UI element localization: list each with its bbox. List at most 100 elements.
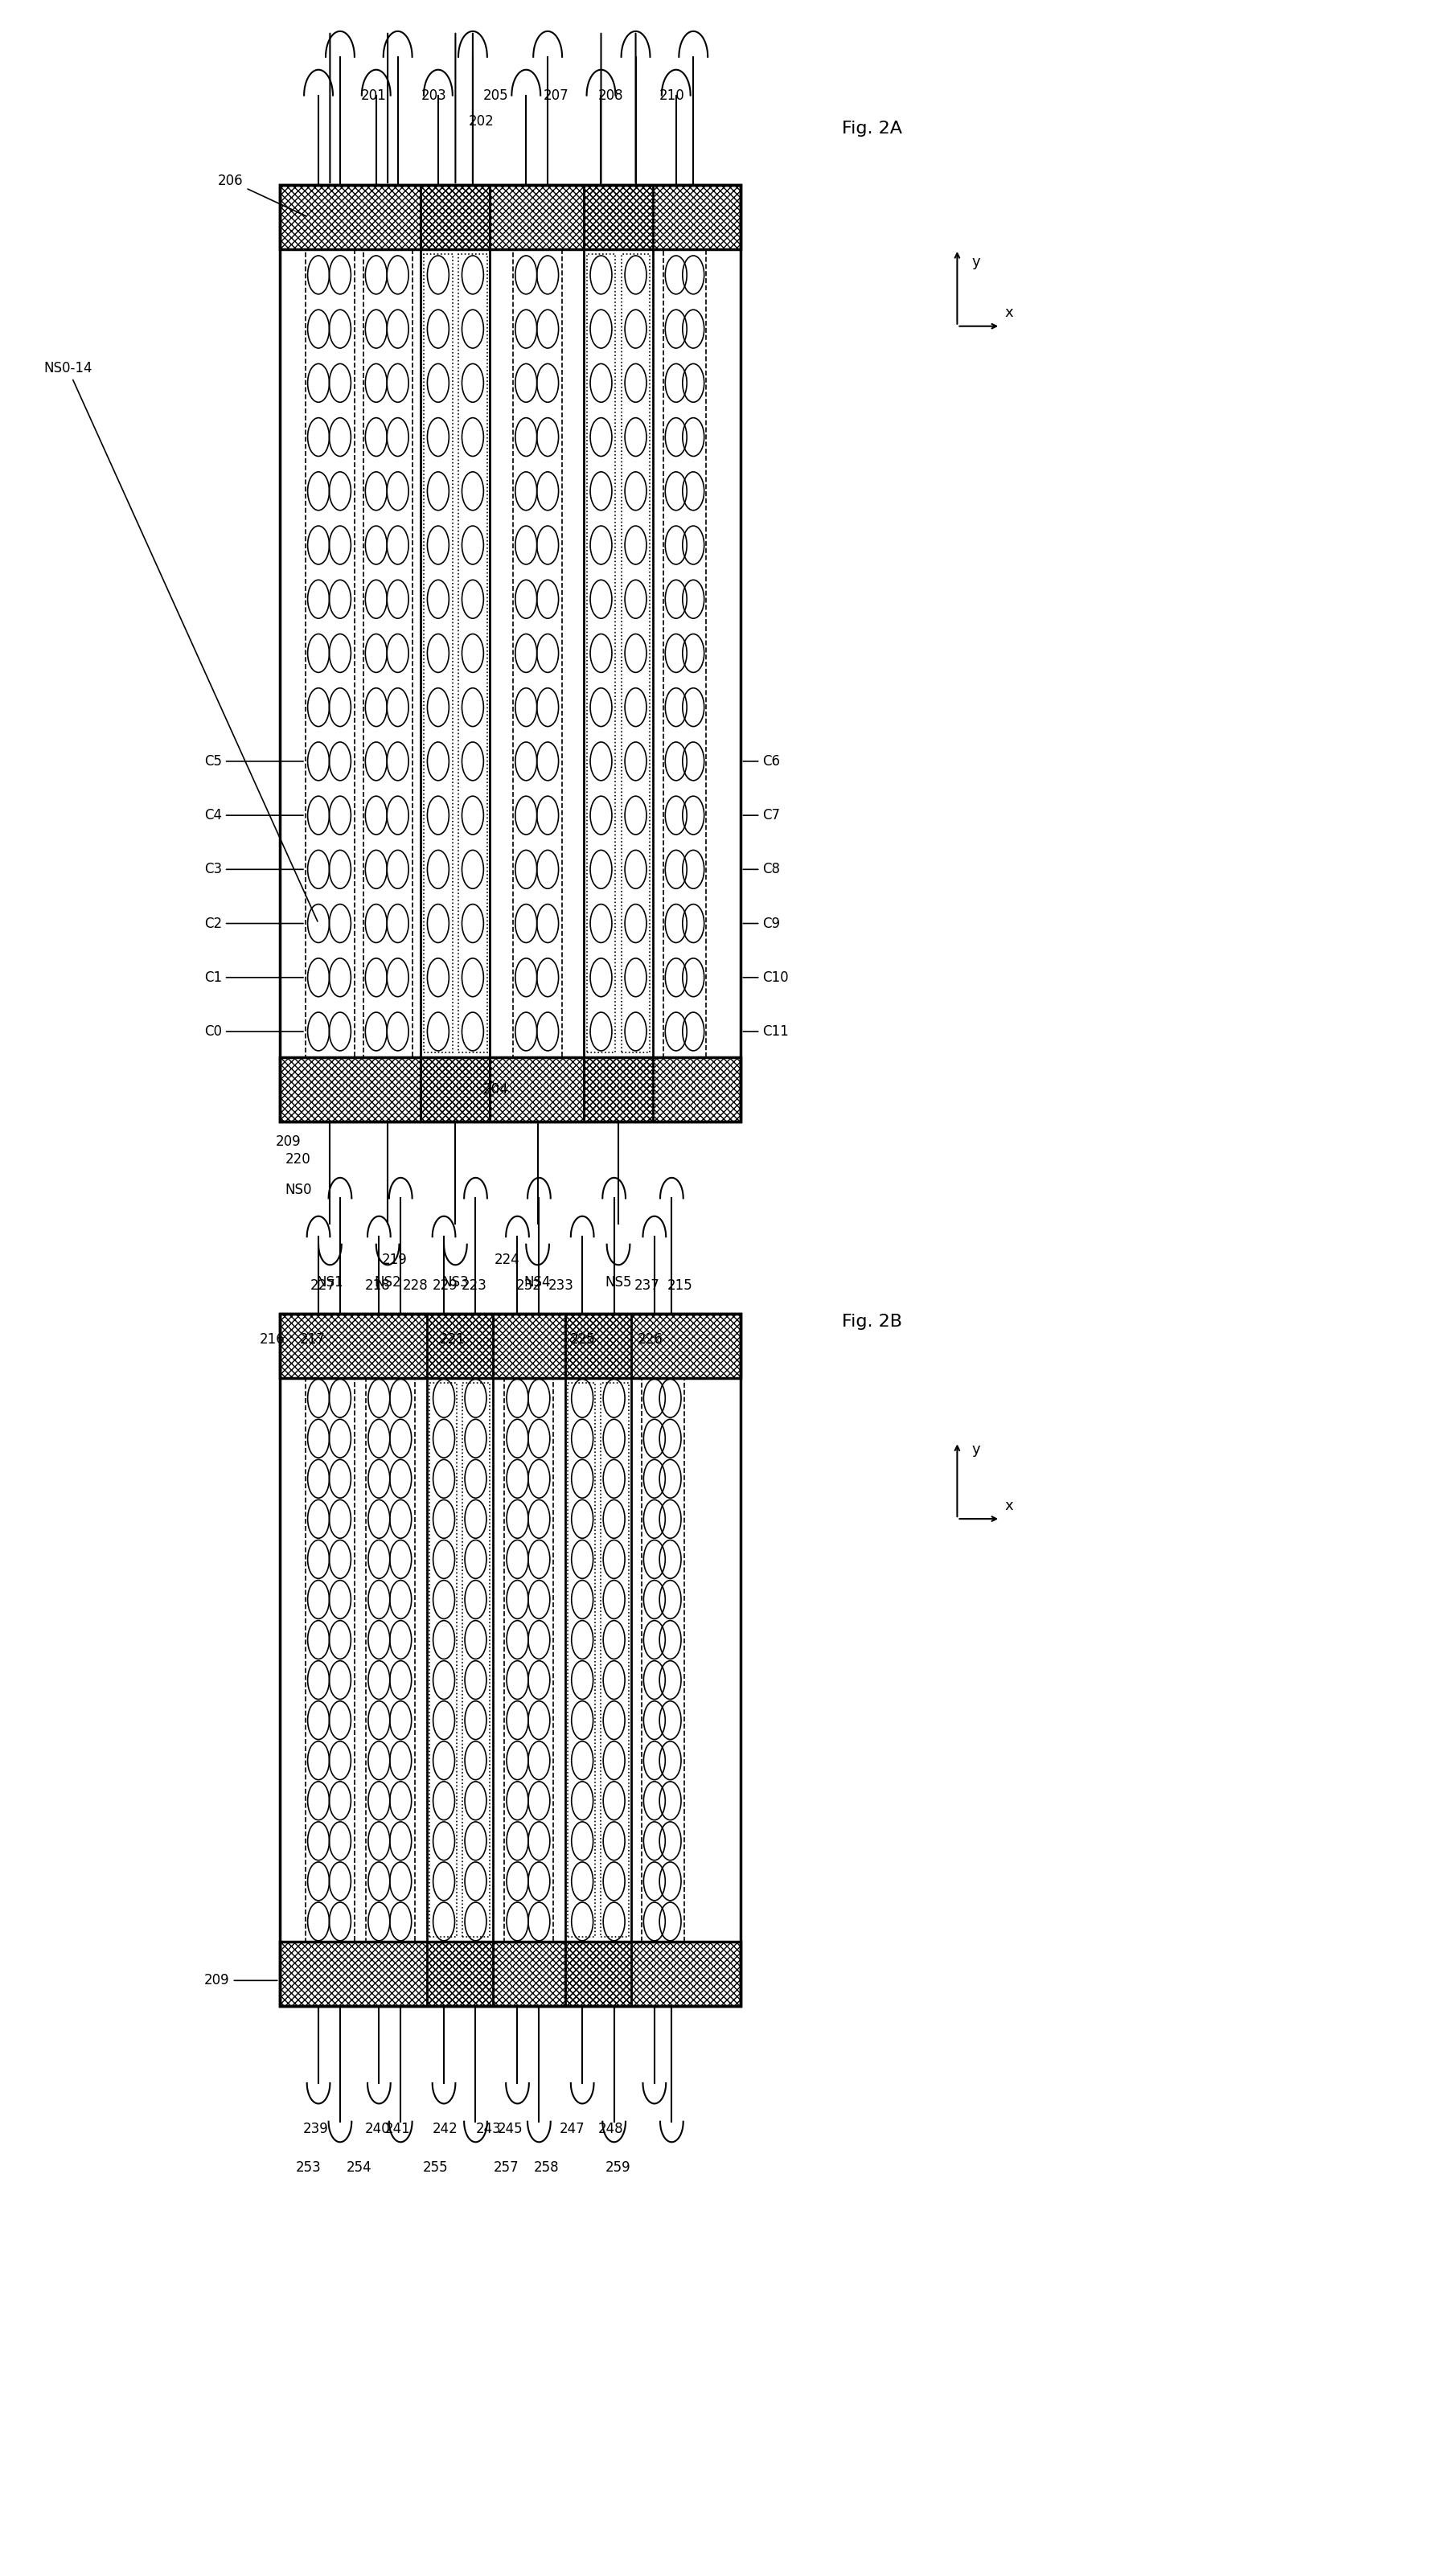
Text: 209: 209 bbox=[276, 1133, 301, 1149]
Text: C8: C8 bbox=[742, 863, 780, 876]
Text: 223: 223 bbox=[462, 1278, 487, 1293]
Text: 239: 239 bbox=[302, 2123, 328, 2136]
Bar bbox=[279, 1056, 741, 1121]
Bar bbox=[427, 1942, 493, 2007]
Text: 254: 254 bbox=[346, 2161, 372, 2174]
Bar bbox=[279, 1314, 741, 1378]
Bar bbox=[565, 1314, 632, 1378]
Bar bbox=[366, 1378, 416, 1942]
Text: C1: C1 bbox=[203, 971, 304, 984]
Text: y: y bbox=[972, 1443, 981, 1458]
Bar bbox=[504, 1378, 554, 1942]
Text: 232: 232 bbox=[516, 1278, 542, 1293]
Bar bbox=[279, 1314, 741, 1378]
Text: 245: 245 bbox=[497, 2123, 523, 2136]
Text: 217: 217 bbox=[299, 1332, 325, 1347]
Bar bbox=[622, 255, 649, 1051]
Text: 243: 243 bbox=[475, 2123, 501, 2136]
Text: C0: C0 bbox=[205, 1025, 304, 1038]
Text: x: x bbox=[1005, 1499, 1013, 1512]
Text: 204: 204 bbox=[482, 1082, 509, 1097]
Text: 241: 241 bbox=[385, 2123, 411, 2136]
Text: 253: 253 bbox=[295, 2161, 321, 2174]
Text: 220: 220 bbox=[285, 1151, 311, 1167]
Bar bbox=[663, 250, 706, 1056]
Text: 240: 240 bbox=[365, 2123, 391, 2136]
Text: 248: 248 bbox=[599, 2123, 623, 2136]
Text: 228: 228 bbox=[402, 1278, 427, 1293]
Text: C4: C4 bbox=[205, 809, 304, 822]
Bar bbox=[427, 1942, 493, 2007]
Bar bbox=[584, 1056, 652, 1121]
Text: 215: 215 bbox=[667, 1278, 693, 1293]
Text: Fig. 2A: Fig. 2A bbox=[841, 121, 902, 137]
Text: 203: 203 bbox=[421, 88, 446, 103]
Bar bbox=[565, 1942, 632, 2007]
Bar bbox=[279, 185, 741, 250]
Text: 205: 205 bbox=[482, 88, 509, 103]
Text: C11: C11 bbox=[742, 1025, 789, 1038]
Text: NS2: NS2 bbox=[375, 1275, 401, 1291]
Bar bbox=[568, 1383, 596, 1937]
Text: 210: 210 bbox=[660, 88, 684, 103]
Text: C9: C9 bbox=[742, 917, 780, 930]
Bar bbox=[279, 1056, 741, 1121]
Text: 202: 202 bbox=[469, 113, 494, 129]
Bar bbox=[584, 250, 652, 1056]
Bar bbox=[427, 1378, 493, 1942]
Text: 255: 255 bbox=[423, 2161, 448, 2174]
Bar bbox=[363, 250, 413, 1056]
Bar bbox=[584, 1056, 652, 1121]
Bar bbox=[427, 1314, 493, 1378]
Text: NS4: NS4 bbox=[525, 1275, 551, 1291]
Text: 209: 209 bbox=[203, 1973, 230, 1989]
Bar bbox=[584, 185, 652, 250]
Text: x: x bbox=[1005, 307, 1013, 319]
Text: 218: 218 bbox=[365, 1278, 391, 1293]
Text: 247: 247 bbox=[559, 2123, 586, 2136]
Text: C2: C2 bbox=[203, 917, 304, 930]
Bar bbox=[279, 1314, 741, 2007]
Bar bbox=[421, 185, 490, 250]
Bar bbox=[430, 1383, 456, 1937]
Bar bbox=[421, 1056, 490, 1121]
Bar bbox=[641, 1378, 684, 1942]
Bar bbox=[565, 1942, 632, 2007]
Bar bbox=[587, 255, 616, 1051]
Text: 242: 242 bbox=[433, 2123, 458, 2136]
Bar bbox=[279, 185, 741, 250]
Text: 201: 201 bbox=[360, 88, 386, 103]
Text: 258: 258 bbox=[533, 2161, 559, 2174]
Bar bbox=[565, 1378, 632, 1942]
Text: C10: C10 bbox=[742, 971, 789, 984]
Text: 237: 237 bbox=[635, 1278, 660, 1293]
Bar bbox=[421, 250, 490, 1056]
Bar bbox=[424, 255, 452, 1051]
Text: 207: 207 bbox=[543, 88, 570, 103]
Bar bbox=[305, 250, 355, 1056]
Text: 225: 225 bbox=[570, 1332, 596, 1347]
Bar bbox=[305, 1378, 355, 1942]
Bar bbox=[279, 1942, 741, 2007]
Text: 208: 208 bbox=[599, 88, 623, 103]
Text: 226: 226 bbox=[638, 1332, 663, 1347]
Bar bbox=[279, 1942, 741, 2007]
Text: 221: 221 bbox=[440, 1332, 465, 1347]
Text: NS1: NS1 bbox=[317, 1275, 343, 1291]
Text: 216: 216 bbox=[260, 1332, 285, 1347]
Text: NS3: NS3 bbox=[442, 1275, 469, 1291]
Text: 224: 224 bbox=[494, 1252, 520, 1267]
Text: NS0: NS0 bbox=[285, 1182, 312, 1198]
Bar bbox=[462, 1383, 490, 1937]
Text: 219: 219 bbox=[382, 1252, 408, 1267]
Bar bbox=[421, 185, 490, 250]
Text: 233: 233 bbox=[548, 1278, 574, 1293]
Text: 227: 227 bbox=[309, 1278, 336, 1293]
Text: 206: 206 bbox=[218, 173, 307, 216]
Text: C5: C5 bbox=[205, 755, 304, 768]
Bar bbox=[458, 255, 487, 1051]
Text: NS0-14: NS0-14 bbox=[44, 361, 318, 922]
Bar bbox=[565, 1314, 632, 1378]
Bar bbox=[513, 250, 562, 1056]
Bar bbox=[427, 1314, 493, 1378]
